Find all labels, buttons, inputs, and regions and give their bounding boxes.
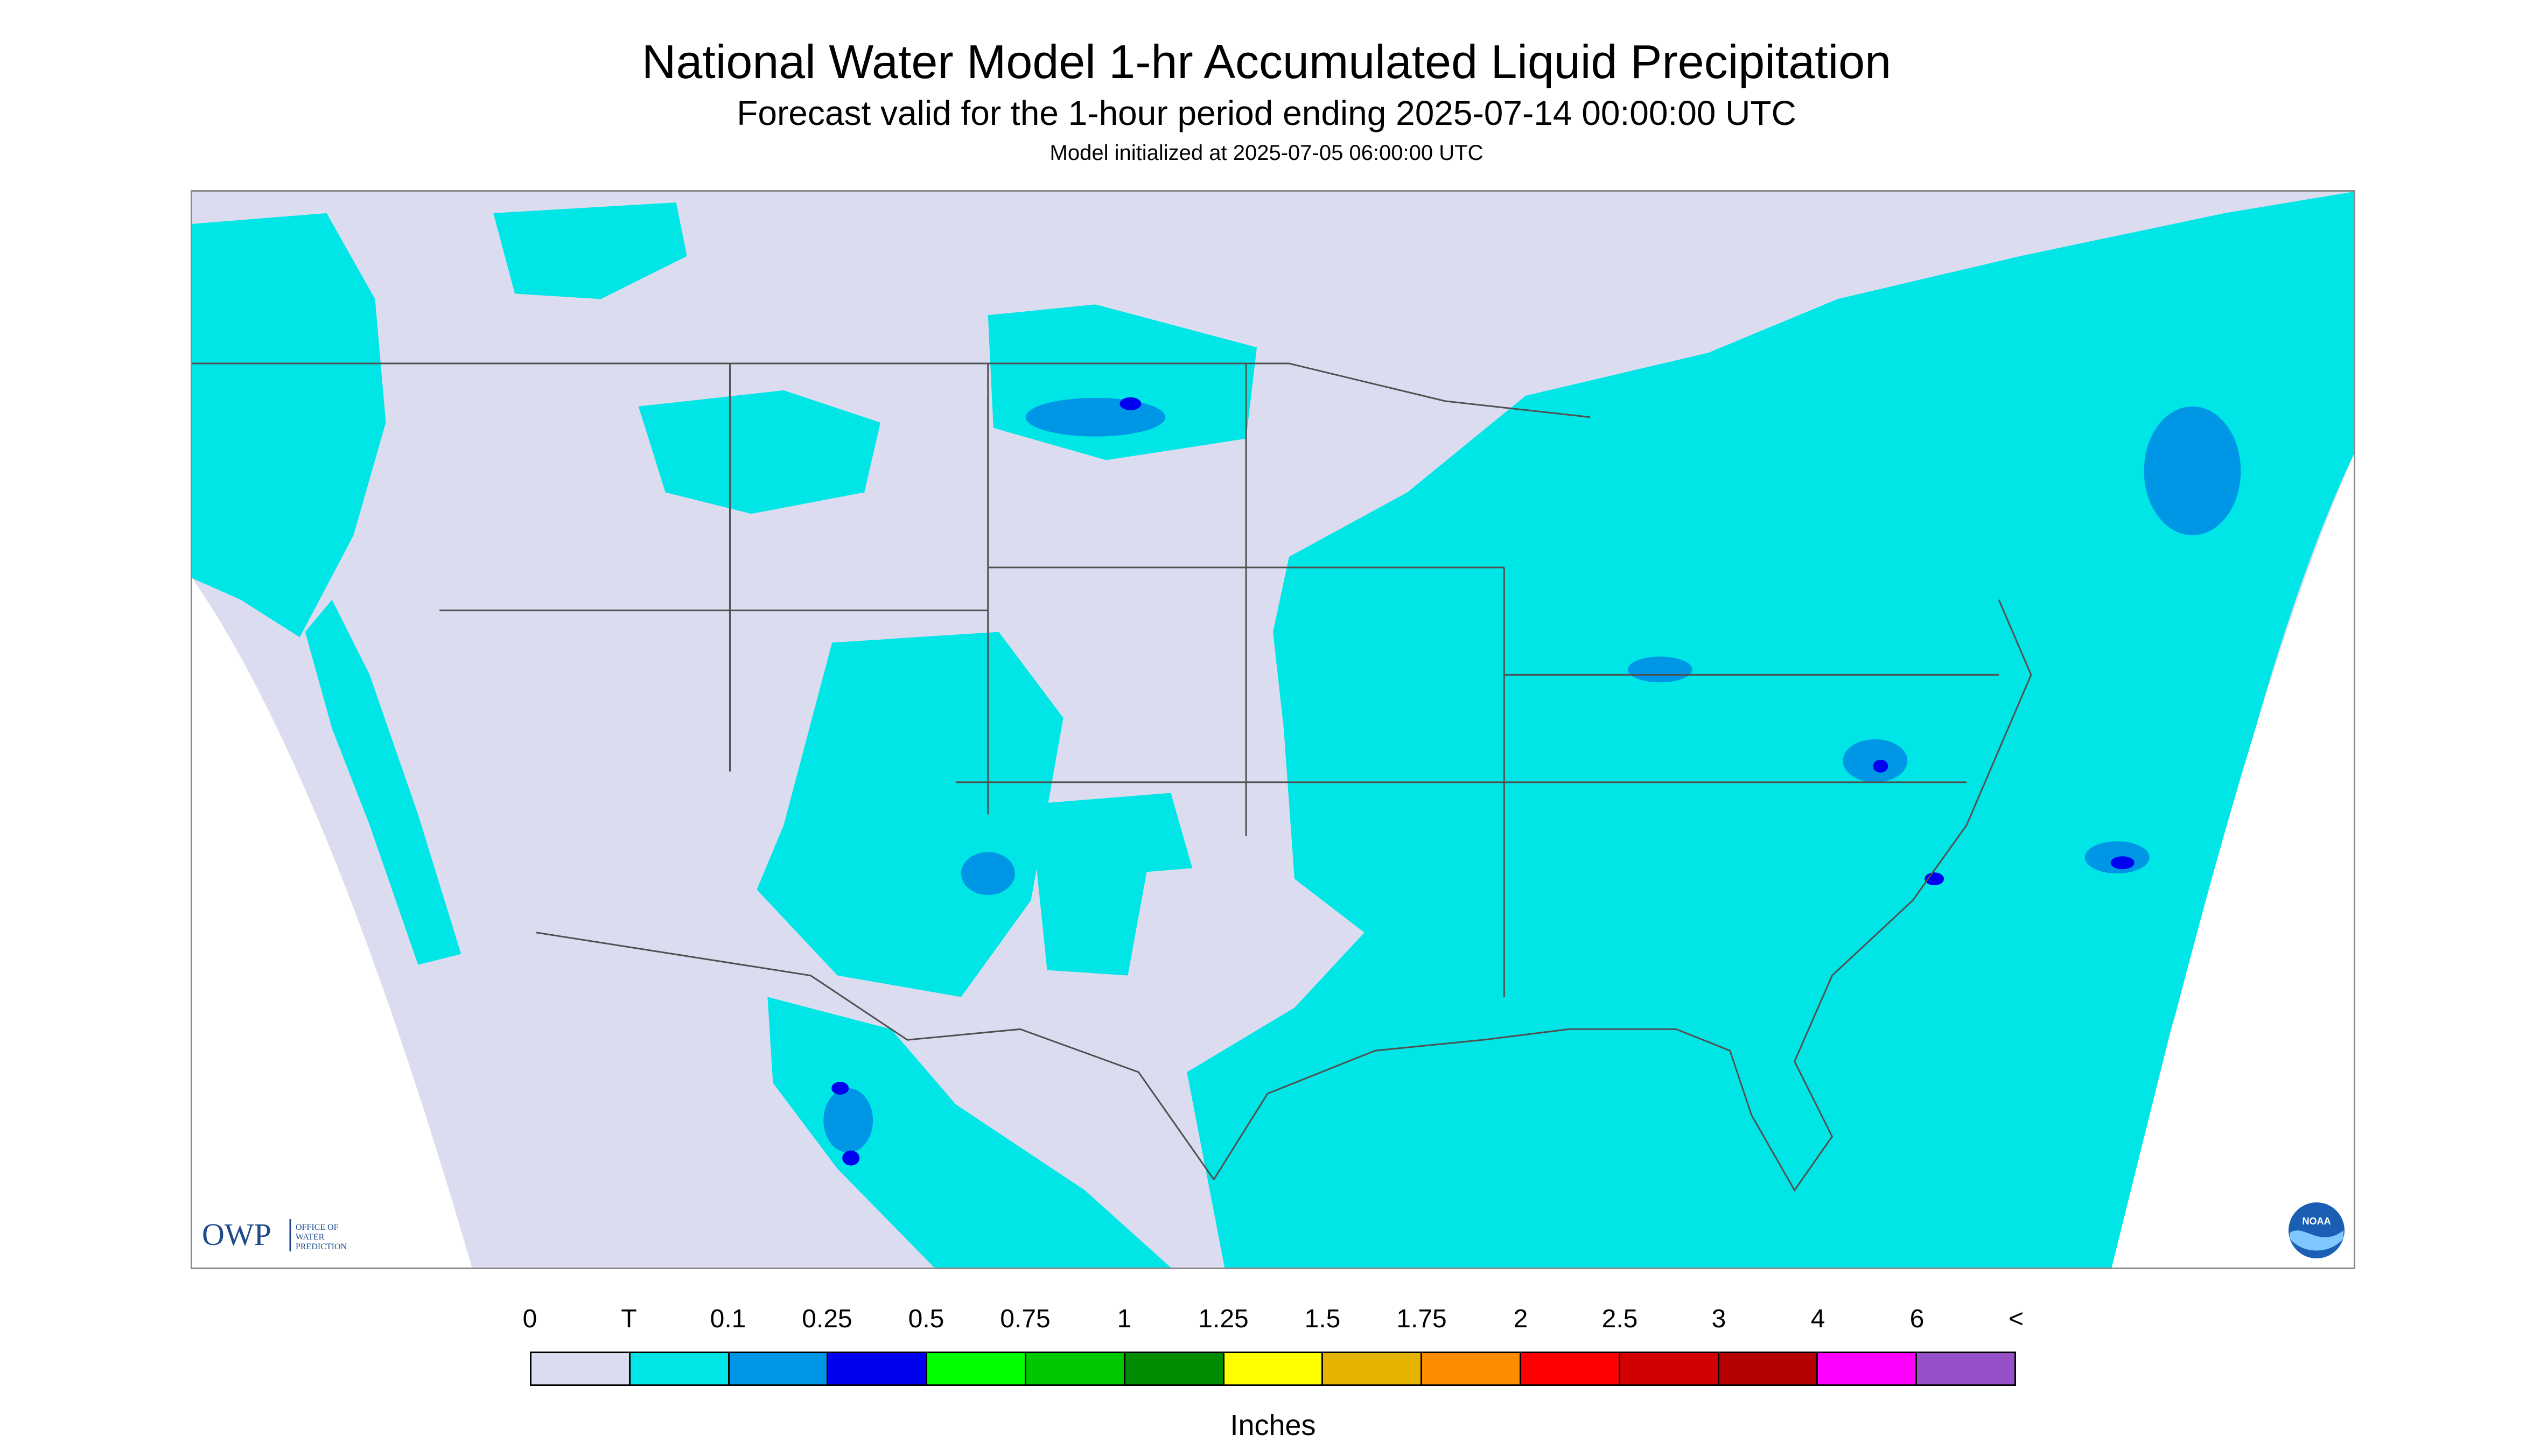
precip-moderate-north-carolina bbox=[1925, 872, 1944, 886]
legend-tick-label: 0 bbox=[522, 1305, 537, 1333]
outside-domain-east bbox=[2111, 454, 2354, 1268]
legend-color-swatch bbox=[828, 1353, 928, 1384]
legend-color-swatch bbox=[927, 1353, 1026, 1384]
legend-tick-label: < bbox=[2008, 1305, 2024, 1333]
legend-color-swatch bbox=[1620, 1353, 1719, 1384]
legend-color-swatch bbox=[1818, 1353, 1918, 1384]
legend-tick-label: 1.5 bbox=[1304, 1305, 1341, 1333]
precip-light-mexico bbox=[823, 1088, 873, 1153]
noaa-logo-text: NOAA bbox=[2303, 1216, 2331, 1227]
precip-light-virginia bbox=[1843, 739, 1908, 782]
legend-color-swatch bbox=[1719, 1353, 1818, 1384]
us-east-coast bbox=[1213, 599, 2032, 1192]
legend-color-swatch bbox=[630, 1353, 730, 1384]
legend-tick-label: 3 bbox=[1711, 1305, 1726, 1333]
legend-tick-label: 1.25 bbox=[1198, 1305, 1249, 1333]
owp-logo-line-2: WATER bbox=[296, 1233, 325, 1242]
precip-area-montana bbox=[638, 390, 881, 514]
legend-color-swatch bbox=[729, 1353, 829, 1384]
legend-tick-label: 1.75 bbox=[1396, 1305, 1447, 1333]
legend-color-swatch bbox=[531, 1353, 631, 1384]
us-mexico-border bbox=[536, 932, 1215, 1180]
precip-area-oklahoma bbox=[1036, 793, 1193, 879]
precip-light-quebec bbox=[2144, 406, 2241, 536]
political-boundaries bbox=[192, 362, 2032, 1192]
legend-tick-label: 0.1 bbox=[710, 1305, 746, 1333]
precip-moderate-virginia bbox=[1873, 759, 1888, 773]
outside-domain-west bbox=[192, 578, 472, 1268]
legend-tick-label: 4 bbox=[1810, 1305, 1825, 1333]
legend-color-swatch bbox=[1026, 1353, 1125, 1384]
legend-tick-label: 6 bbox=[1909, 1305, 1925, 1333]
owp-logo-mark: OWP bbox=[202, 1217, 271, 1252]
precip-light-arizona bbox=[961, 852, 1015, 895]
map-canvas bbox=[192, 192, 2354, 1268]
legend-color-swatch bbox=[1224, 1353, 1324, 1384]
precip-moderate-arizona bbox=[831, 1082, 849, 1095]
precip-area-pacific-coast bbox=[305, 599, 461, 965]
legend-tick-label: 2 bbox=[1513, 1305, 1528, 1333]
precipitation-map: OWP OFFICE OF WATER PREDICTION NOAA bbox=[191, 190, 2355, 1269]
legend-units: Inches bbox=[1230, 1409, 1316, 1441]
precip-area-southwest bbox=[757, 632, 1063, 997]
color-legend: 0 T 0.1 0.25 0.5 0.75 1 1.25 1.5 1.75 2 2.5 3 4 6 < Inc… bbox=[523, 1303, 2024, 1443]
map-subtitle: Forecast valid for the 1-hour period end… bbox=[737, 94, 1796, 132]
owp-logo: OWP OFFICE OF WATER PREDICTION bbox=[202, 1217, 347, 1252]
legend-color-bar bbox=[530, 1352, 2016, 1386]
precip-moderate-atlantic bbox=[2110, 856, 2135, 870]
map-title: National Water Model 1-hr Accumulated Li… bbox=[641, 35, 1892, 88]
legend-color-swatch bbox=[1422, 1353, 1521, 1384]
legend-tick-label: 2.5 bbox=[1601, 1305, 1638, 1333]
legend-tick-label: 0.75 bbox=[1000, 1305, 1051, 1333]
legend-color-swatch bbox=[1917, 1353, 2014, 1384]
us-canada-border bbox=[192, 362, 1591, 418]
precip-moderate-mexico bbox=[842, 1150, 860, 1166]
precip-area-pacific-northwest bbox=[192, 213, 386, 638]
legend-color-swatch bbox=[1125, 1353, 1224, 1384]
legend-tick-label: T bbox=[621, 1305, 637, 1333]
precip-light-ohio bbox=[1628, 656, 1692, 683]
precip-area-mexico-west bbox=[767, 997, 1171, 1268]
owp-logo-line-1: OFFICE OF bbox=[296, 1223, 339, 1232]
precipitation-layer bbox=[192, 192, 2354, 1268]
title-block: National Water Model 1-hr Accumulated Li… bbox=[0, 32, 2533, 168]
precip-area-eastern-us bbox=[1187, 192, 2354, 1268]
legend-tick-label: 1 bbox=[1117, 1305, 1132, 1333]
legend-color-swatch bbox=[1323, 1353, 1423, 1384]
precip-light-north-dakota bbox=[1025, 397, 1166, 437]
model-init-time: Model initialized at 2025-07-05 06:00:00… bbox=[1049, 141, 1484, 165]
precip-moderate-north-dakota bbox=[1119, 397, 1142, 410]
precip-area-canada-rockies bbox=[493, 202, 687, 299]
noaa-logo: NOAA bbox=[2289, 1202, 2345, 1258]
legend-tick-label: 0.25 bbox=[802, 1305, 852, 1333]
legend-tick-label: 0.5 bbox=[908, 1305, 944, 1333]
owp-logo-line-3: PREDICTION bbox=[296, 1242, 347, 1251]
legend-color-swatch bbox=[1521, 1353, 1620, 1384]
